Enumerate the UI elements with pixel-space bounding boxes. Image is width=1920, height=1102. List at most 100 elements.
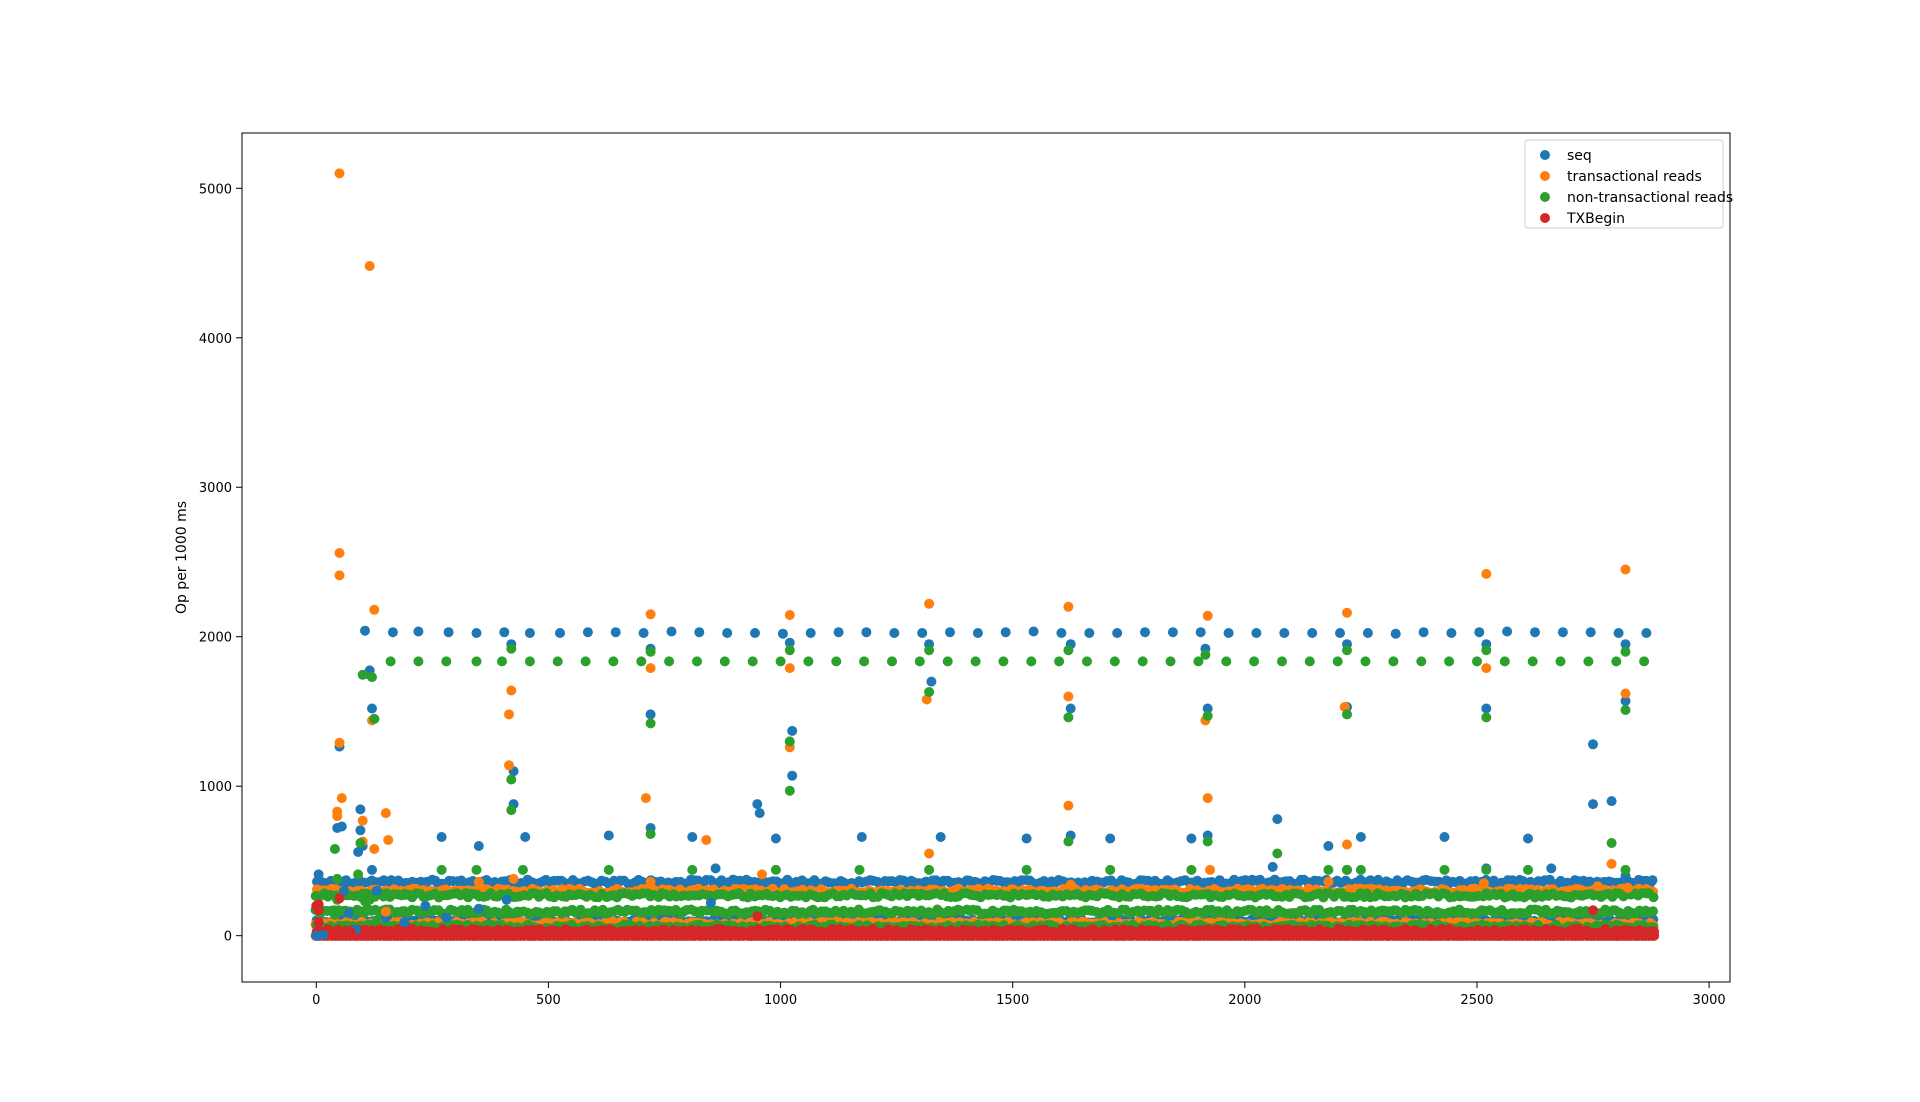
point-seq: [413, 626, 424, 637]
point-non-transactional-reads: [1105, 864, 1116, 875]
point-txbegin: [313, 917, 324, 928]
point-non-transactional-reads: [1202, 710, 1213, 721]
point-seq: [1065, 703, 1076, 714]
point-transactional-reads: [334, 570, 345, 581]
point-transactional-reads: [334, 168, 345, 179]
point-seq: [1588, 739, 1598, 750]
point-non-transactional-reads: [332, 873, 343, 884]
point-transactional-reads: [784, 663, 795, 674]
point-non-transactional-reads: [1054, 656, 1065, 667]
point-seq: [343, 908, 354, 919]
point-seq: [336, 821, 347, 832]
point-seq: [1028, 626, 1039, 637]
point-non-transactional-reads: [1304, 656, 1315, 667]
point-seq: [1056, 628, 1067, 638]
point-transactional-reads: [645, 663, 656, 674]
point-txbegin: [752, 911, 763, 922]
point-non-transactional-reads: [775, 656, 786, 667]
point-non-transactional-reads: [413, 656, 424, 667]
point-non-transactional-reads: [399, 888, 410, 899]
point-txbegin: [1030, 927, 1041, 938]
point-non-transactional-reads: [1555, 656, 1566, 667]
point-seq: [645, 709, 656, 720]
point-non-transactional-reads: [385, 656, 396, 667]
point-non-transactional-reads: [692, 656, 702, 667]
point-seq: [1279, 628, 1290, 638]
point-seq: [805, 628, 816, 638]
point-seq: [499, 627, 510, 638]
point-non-transactional-reads: [1082, 656, 1092, 667]
point-transactional-reads: [1063, 601, 1074, 612]
point-non-transactional-reads: [1620, 705, 1631, 715]
point-non-transactional-reads: [664, 656, 675, 667]
point-seq: [1355, 832, 1366, 842]
point-seq: [972, 628, 983, 638]
point-non-transactional-reads: [1342, 709, 1352, 720]
band-point-txbegin: [1649, 926, 1660, 937]
point-transactional-reads: [757, 869, 767, 880]
point-seq: [471, 628, 482, 638]
point-transactional-reads: [334, 737, 345, 748]
point-non-transactional-reads: [1342, 864, 1352, 875]
point-seq: [889, 628, 900, 638]
point-seq: [441, 912, 452, 923]
band-point-non-transactional-reads: [1648, 906, 1658, 917]
point-transactional-reads: [473, 876, 484, 887]
point-seq: [1307, 628, 1318, 638]
point-seq: [770, 833, 781, 844]
point-non-transactional-reads: [645, 718, 656, 729]
point-transactional-reads: [1620, 688, 1631, 699]
point-non-transactional-reads: [1249, 656, 1260, 667]
point-non-transactional-reads: [1332, 656, 1343, 667]
point-non-transactional-reads: [1611, 656, 1622, 667]
point-non-transactional-reads: [517, 864, 528, 875]
point-non-transactional-reads: [1202, 836, 1213, 847]
point-seq: [1105, 833, 1116, 844]
point-non-transactional-reads: [970, 656, 981, 667]
point-non-transactional-reads: [371, 915, 382, 926]
point-seq: [1021, 833, 1032, 844]
point-non-transactional-reads: [608, 656, 619, 667]
point-transactional-reads: [508, 873, 519, 884]
point-transactional-reads: [1342, 607, 1352, 618]
point-non-transactional-reads: [784, 645, 795, 656]
point-non-transactional-reads: [1355, 864, 1366, 875]
point-transactional-reads: [1065, 879, 1076, 890]
point-seq: [371, 885, 382, 896]
point-seq: [1084, 628, 1095, 638]
band-point-non-transactional-reads: [1648, 892, 1659, 903]
point-non-transactional-reads: [603, 864, 614, 875]
point-seq: [318, 929, 329, 940]
band-point-seq: [1647, 875, 1658, 886]
point-non-transactional-reads: [1481, 712, 1492, 723]
point-txbegin: [1123, 927, 1134, 938]
point-non-transactional-reads: [580, 656, 591, 667]
point-seq: [856, 832, 867, 842]
point-transactional-reads: [1622, 882, 1633, 893]
point-transactional-reads: [334, 548, 345, 558]
point-seq: [360, 625, 370, 636]
point-non-transactional-reads: [803, 656, 814, 667]
point-seq: [926, 676, 937, 687]
point-transactional-reads: [701, 835, 712, 845]
point-transactional-reads: [1205, 864, 1215, 875]
point-non-transactional-reads: [747, 656, 758, 667]
point-transactional-reads: [1202, 610, 1213, 621]
point-seq: [1502, 626, 1513, 637]
point-transactional-reads: [357, 815, 368, 826]
point-seq: [355, 804, 366, 815]
point-transactional-reads: [924, 598, 935, 609]
point-txbegin: [566, 927, 577, 938]
point-non-transactional-reads: [471, 864, 482, 875]
point-seq: [1546, 863, 1557, 874]
point-non-transactional-reads: [364, 894, 375, 905]
point-non-transactional-reads: [645, 646, 656, 657]
point-seq: [1223, 628, 1234, 638]
point-non-transactional-reads: [784, 785, 795, 796]
point-seq: [399, 917, 410, 928]
point-txbegin: [659, 927, 670, 938]
point-non-transactional-reads: [1137, 656, 1148, 667]
point-transactional-reads: [380, 906, 391, 917]
point-txbegin: [520, 927, 531, 938]
